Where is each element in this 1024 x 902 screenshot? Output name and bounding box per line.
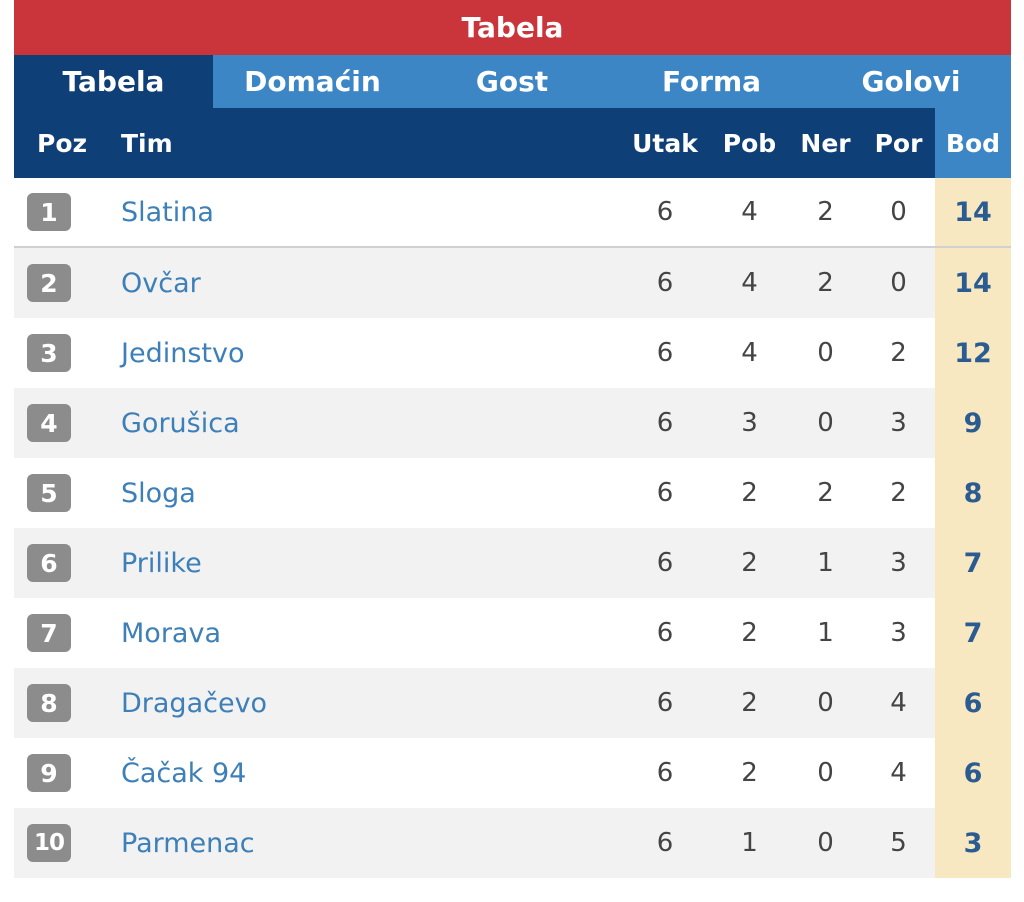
cell-utak: 6 (656, 688, 674, 718)
cell-ner: 0 (817, 758, 834, 788)
col-header-pob: Pob (722, 128, 777, 158)
cell-por: 0 (890, 268, 907, 298)
position-badge: 4 (27, 404, 71, 442)
cell-bod: 7 (935, 598, 1011, 668)
position-badge: 1 (27, 193, 71, 231)
cell-pob: 2 (741, 618, 758, 648)
table-row: 4 Gorušica 6 3 0 3 9 (14, 388, 1011, 458)
cell-bod: 14 (935, 178, 1011, 246)
cell-por: 0 (890, 197, 907, 227)
team-link[interactable]: Parmenac (121, 827, 255, 859)
cell-ner: 2 (817, 478, 834, 508)
team-link[interactable]: Morava (121, 617, 221, 649)
team-link[interactable]: Gorušica (121, 407, 240, 439)
col-header-ner: Ner (800, 128, 851, 158)
col-header-tim: Tim (121, 128, 173, 158)
widget-title: Tabela (14, 0, 1011, 55)
cell-ner: 1 (817, 618, 834, 648)
cell-utak: 6 (656, 478, 674, 508)
cell-por: 5 (890, 828, 907, 858)
cell-por: 2 (890, 478, 907, 508)
cell-ner: 0 (817, 828, 834, 858)
position-badge: 9 (27, 754, 71, 792)
position-badge: 10 (27, 824, 71, 862)
tab-bar: Tabela Domaćin Gost Forma Golovi (14, 55, 1011, 108)
cell-ner: 0 (817, 338, 834, 368)
position-badge: 7 (27, 614, 71, 652)
cell-pob: 4 (741, 197, 758, 227)
table-row: 8 Dragačevo 6 2 0 4 6 (14, 668, 1011, 738)
cell-ner: 0 (817, 688, 834, 718)
team-link[interactable]: Prilike (121, 547, 202, 579)
position-badge: 6 (27, 544, 71, 582)
cell-por: 4 (890, 758, 907, 788)
team-link[interactable]: Ovčar (121, 267, 201, 299)
tab-golovi[interactable]: Golovi (861, 65, 961, 98)
team-link[interactable]: Sloga (121, 477, 196, 509)
team-link[interactable]: Dragačevo (121, 687, 268, 719)
team-link[interactable]: Jedinstvo (121, 337, 245, 369)
table-row: 1 Slatina 6 4 2 0 14 (14, 178, 1011, 248)
team-link[interactable]: Čačak 94 (121, 757, 247, 789)
cell-ner: 0 (817, 408, 834, 438)
cell-pob: 4 (741, 268, 758, 298)
table-header: Poz Tim Utak Pob Ner Por Bod (14, 108, 1011, 178)
cell-por: 3 (890, 548, 907, 578)
cell-utak: 6 (656, 408, 674, 438)
col-header-por: Por (874, 128, 923, 158)
cell-por: 3 (890, 618, 907, 648)
cell-utak: 6 (656, 618, 674, 648)
team-link[interactable]: Slatina (121, 196, 214, 228)
cell-ner: 2 (817, 197, 834, 227)
tab-gost[interactable]: Gost (475, 65, 549, 98)
table-row: 6 Prilike 6 2 1 3 7 (14, 528, 1011, 598)
position-badge: 3 (27, 334, 71, 372)
col-header-bod: Bod (935, 108, 1011, 178)
cell-bod: 6 (935, 668, 1011, 738)
position-badge: 2 (27, 264, 71, 302)
cell-pob: 2 (741, 758, 758, 788)
table-row: 3 Jedinstvo 6 4 0 2 12 (14, 318, 1011, 388)
cell-bod: 3 (935, 808, 1011, 878)
col-header-utak: Utak (632, 128, 698, 158)
cell-pob: 2 (741, 548, 758, 578)
cell-utak: 6 (656, 548, 674, 578)
cell-por: 3 (890, 408, 907, 438)
table-row: 7 Morava 6 2 1 3 7 (14, 598, 1011, 668)
cell-utak: 6 (656, 758, 674, 788)
cell-pob: 2 (741, 478, 758, 508)
cell-utak: 6 (656, 338, 674, 368)
cell-bod: 7 (935, 528, 1011, 598)
cell-bod: 6 (935, 738, 1011, 808)
cell-bod: 12 (935, 318, 1011, 388)
table-row: 5 Sloga 6 2 2 2 8 (14, 458, 1011, 528)
tab-tabela[interactable]: Tabela (14, 55, 213, 108)
tab-forma[interactable]: Forma (661, 65, 762, 98)
cell-pob: 4 (741, 338, 758, 368)
cell-pob: 1 (741, 828, 758, 858)
cell-pob: 2 (741, 688, 758, 718)
col-header-poz: Poz (37, 128, 88, 158)
cell-ner: 1 (817, 548, 834, 578)
cell-por: 2 (890, 338, 907, 368)
cell-por: 4 (890, 688, 907, 718)
cell-utak: 6 (656, 197, 674, 227)
table-row: 10 Parmenac 6 1 0 5 3 (14, 808, 1011, 878)
cell-ner: 2 (817, 268, 834, 298)
position-badge: 5 (27, 474, 71, 512)
cell-bod: 9 (935, 388, 1011, 458)
standings-widget: Tabela Tabela Domaćin Gost Forma Golovi … (14, 0, 1011, 902)
tab-domacin[interactable]: Domaćin (244, 65, 381, 98)
cell-utak: 6 (656, 268, 674, 298)
position-badge: 8 (27, 684, 71, 722)
cell-bod: 8 (935, 458, 1011, 528)
table-row: 9 Čačak 94 6 2 0 4 6 (14, 738, 1011, 808)
cell-utak: 6 (656, 828, 674, 858)
table-row: 2 Ovčar 6 4 2 0 14 (14, 248, 1011, 318)
cell-pob: 3 (741, 408, 758, 438)
cell-bod: 14 (935, 248, 1011, 318)
